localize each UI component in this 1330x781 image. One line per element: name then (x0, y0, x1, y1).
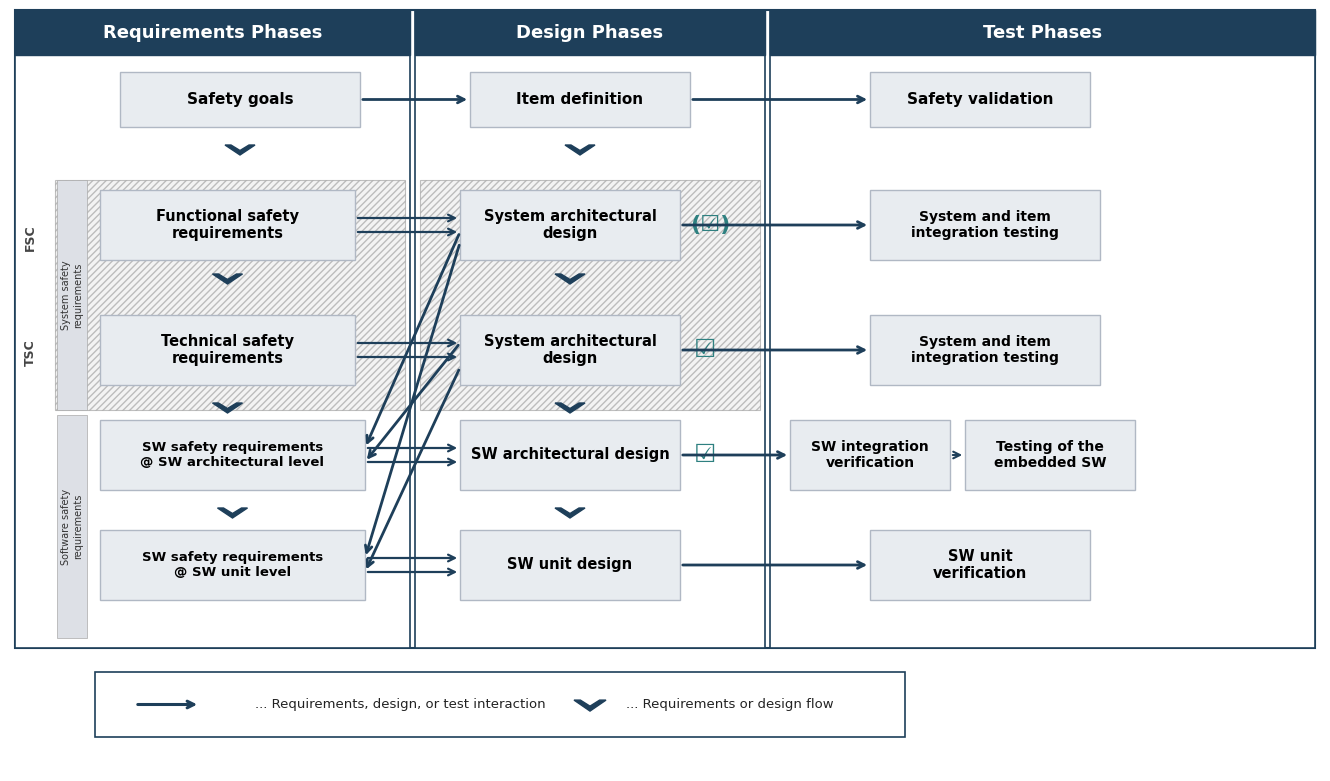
Bar (415, 10, 765, 648)
Polygon shape (555, 403, 585, 413)
Bar (100, 190, 355, 260)
Text: ... Requirements, design, or test interaction: ... Requirements, design, or test intera… (254, 698, 545, 711)
Bar (460, 420, 680, 490)
Text: Technical safety
requirements: Technical safety requirements (161, 333, 294, 366)
Bar (94, 672, 904, 737)
Bar (469, 72, 690, 127)
Text: SW unit design: SW unit design (508, 558, 633, 572)
Text: Safety validation: Safety validation (907, 92, 1053, 107)
Text: Software safety
requirements: Software safety requirements (61, 488, 82, 565)
Bar (460, 315, 680, 385)
Polygon shape (575, 700, 606, 711)
Bar (460, 530, 680, 600)
Polygon shape (225, 145, 255, 155)
Text: SW safety requirements
@ SW unit level: SW safety requirements @ SW unit level (142, 551, 323, 579)
Bar (870, 190, 1100, 260)
Text: (☑): (☑) (690, 215, 730, 235)
Bar (100, 420, 364, 490)
Bar (870, 315, 1100, 385)
Polygon shape (213, 403, 242, 413)
Bar (55, 180, 406, 410)
Text: System and item
integration testing: System and item integration testing (911, 210, 1059, 240)
Bar (790, 420, 950, 490)
Polygon shape (555, 508, 585, 518)
Bar (15, 10, 410, 55)
Text: System and item
integration testing: System and item integration testing (911, 335, 1059, 365)
Bar (770, 10, 1315, 55)
Bar (870, 72, 1091, 127)
Bar (100, 530, 364, 600)
Text: ... Requirements or design flow: ... Requirements or design flow (626, 698, 834, 711)
Text: System architectural
design: System architectural design (484, 333, 657, 366)
Bar (770, 10, 1315, 648)
Text: SW unit
verification: SW unit verification (932, 549, 1027, 581)
Text: Testing of the
embedded SW: Testing of the embedded SW (994, 440, 1107, 470)
Text: SW safety requirements
@ SW architectural level: SW safety requirements @ SW architectura… (141, 441, 325, 469)
Text: FSC: FSC (24, 224, 36, 251)
Polygon shape (565, 145, 595, 155)
Text: Safety goals: Safety goals (186, 92, 294, 107)
Bar (966, 420, 1134, 490)
Bar (57, 180, 86, 410)
Bar (15, 10, 410, 648)
Bar (100, 315, 355, 385)
Polygon shape (555, 274, 585, 284)
Text: ☑: ☑ (694, 443, 716, 467)
Text: ☑: ☑ (694, 338, 716, 362)
Text: Test Phases: Test Phases (983, 23, 1103, 41)
Bar (460, 190, 680, 260)
Bar (120, 72, 360, 127)
Bar (415, 10, 765, 55)
Bar (870, 530, 1091, 600)
Text: SW architectural design: SW architectural design (471, 448, 669, 462)
Polygon shape (218, 508, 247, 518)
Text: TSC: TSC (24, 339, 36, 366)
Bar (15, 10, 1315, 648)
Bar (420, 180, 759, 410)
Text: SW integration
verification: SW integration verification (811, 440, 928, 470)
Text: Requirements Phases: Requirements Phases (102, 23, 322, 41)
Polygon shape (213, 274, 242, 284)
Text: Functional safety
requirements: Functional safety requirements (156, 209, 299, 241)
Text: System architectural
design: System architectural design (484, 209, 657, 241)
Text: Design Phases: Design Phases (516, 23, 664, 41)
Bar (57, 415, 86, 638)
Text: System safety
requirements: System safety requirements (61, 260, 82, 330)
Text: Item definition: Item definition (516, 92, 644, 107)
